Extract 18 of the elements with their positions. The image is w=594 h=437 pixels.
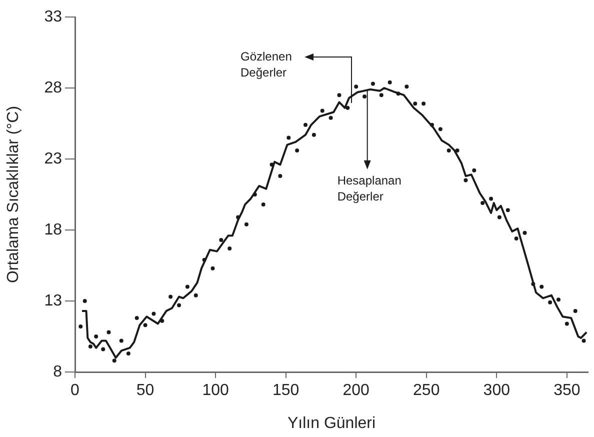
- x-axis-title: Yılın Günleri: [287, 414, 376, 432]
- y-tick-label: 18: [44, 221, 62, 238]
- annotation: Hesaplanan Değerler: [337, 174, 402, 204]
- x-tick-label: 0: [70, 382, 80, 400]
- y-tick-label: 8: [53, 363, 62, 380]
- x-tick-label: 150: [272, 382, 300, 400]
- x-tick-label: 300: [483, 382, 510, 400]
- y-tick-label: 33: [44, 8, 62, 26]
- x-tick-label: 250: [413, 382, 440, 400]
- x-tick-label: 100: [202, 382, 229, 400]
- y-tick-label: 28: [44, 79, 62, 96]
- y-tick-label: 23: [44, 150, 62, 168]
- x-tick-label: 200: [342, 382, 370, 400]
- x-tick-label: 50: [136, 382, 154, 400]
- x-tick-label: 350: [554, 382, 580, 400]
- annotation: Gözlenen Değerler: [240, 49, 292, 80]
- y-axis-title: Ortalama Sıcaklıklar (°C): [5, 106, 22, 284]
- y-tick-label: 13: [44, 292, 62, 310]
